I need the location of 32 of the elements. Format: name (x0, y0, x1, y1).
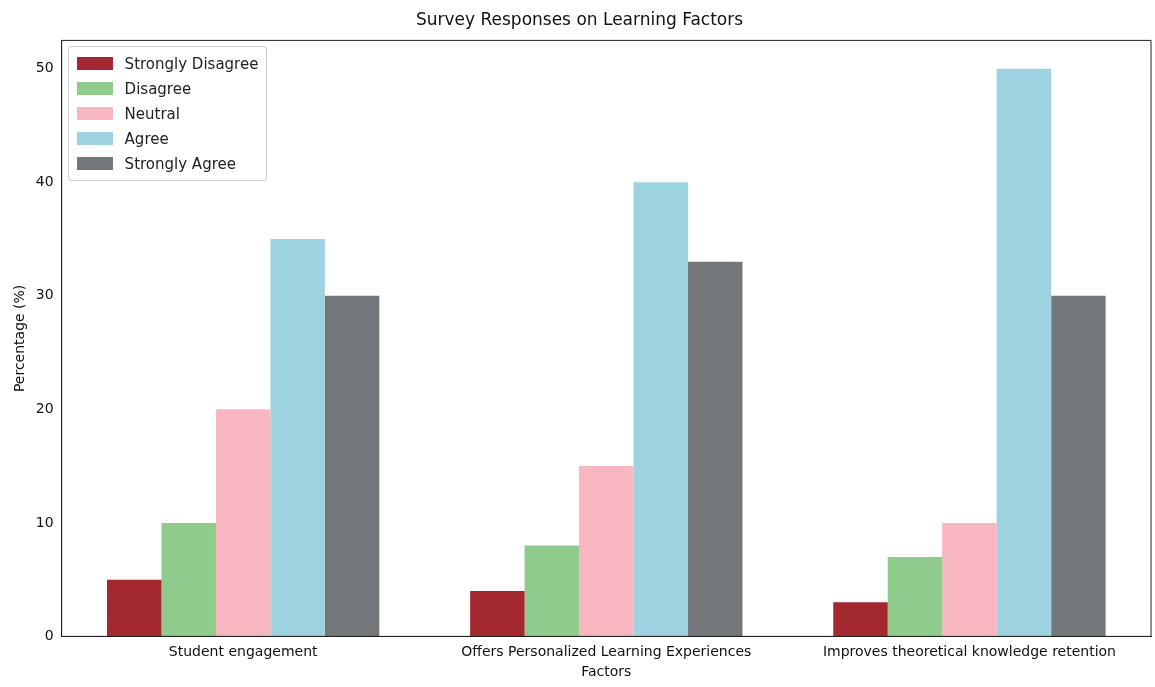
bar (1051, 295, 1106, 637)
y-tick-label: 30 (35, 286, 54, 303)
y-axis-title: Percentage (%) (11, 284, 28, 393)
x-tick-label: Student engagement (168, 643, 318, 660)
bar (215, 409, 271, 637)
bar (107, 579, 162, 637)
bar (833, 602, 888, 637)
x-tick-label: Offers Personalized Learning Experiences (461, 643, 752, 660)
bar (579, 466, 634, 637)
y-tick-label: 50 (35, 59, 54, 76)
bar (161, 522, 216, 637)
legend-label: Strongly Agree (124, 154, 236, 173)
legend-label: Agree (124, 129, 169, 148)
y-tick-label: 0 (44, 627, 54, 644)
legend-label: Neutral (124, 104, 180, 123)
bar (470, 590, 525, 637)
bar (324, 295, 380, 637)
x-axis-title: Factors (581, 663, 632, 680)
bar (688, 261, 743, 637)
x-tick-label: Improves theoretical knowledge retention (822, 643, 1116, 660)
bar (996, 68, 1052, 637)
legend-label: Strongly Disagree (124, 54, 259, 73)
bar (887, 556, 943, 637)
y-tick-label: 20 (35, 399, 54, 416)
y-tick-label: 10 (35, 513, 54, 530)
y-tick-label: 40 (35, 172, 54, 189)
bar (524, 545, 580, 637)
chart-title: Survey Responses on Learning Factors (415, 8, 744, 29)
bar (942, 522, 997, 637)
bar (270, 239, 325, 637)
bar (633, 182, 689, 637)
legend-label: Disagree (124, 79, 192, 98)
